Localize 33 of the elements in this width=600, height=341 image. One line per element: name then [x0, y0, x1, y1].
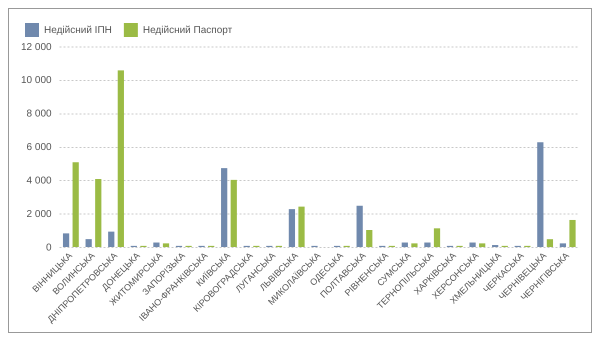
legend-label: Недійсний Паспорт	[142, 24, 233, 36]
y-tick-label: 6 000	[26, 142, 52, 154]
y-tick-label: 4 000	[26, 175, 52, 186]
bar	[560, 243, 566, 248]
bar	[434, 228, 440, 248]
bar	[95, 179, 102, 248]
bar	[411, 243, 418, 248]
bar	[366, 230, 372, 248]
y-tick-label: 12 000	[20, 42, 52, 53]
bar	[108, 232, 114, 248]
bar	[424, 242, 431, 248]
y-tick-label: 8 000	[26, 108, 52, 120]
bar	[221, 168, 228, 248]
bar	[162, 243, 170, 248]
bar	[62, 233, 70, 248]
bar	[118, 70, 124, 248]
bar	[479, 243, 486, 248]
bar	[230, 180, 237, 248]
bar	[288, 209, 296, 248]
bar	[569, 220, 576, 248]
bar	[469, 242, 476, 248]
bar	[72, 162, 79, 248]
y-tick-label: 10 000	[20, 75, 52, 86]
bar	[298, 206, 305, 248]
bar	[153, 242, 160, 248]
legend-label: Недійсний ІПН	[44, 24, 112, 36]
y-tick-label: 2 000	[26, 208, 52, 220]
bar	[402, 242, 408, 248]
bar	[86, 239, 92, 248]
bar	[546, 239, 554, 248]
y-tick-label: 0	[46, 242, 52, 254]
bar	[537, 142, 544, 248]
bar	[356, 206, 363, 248]
